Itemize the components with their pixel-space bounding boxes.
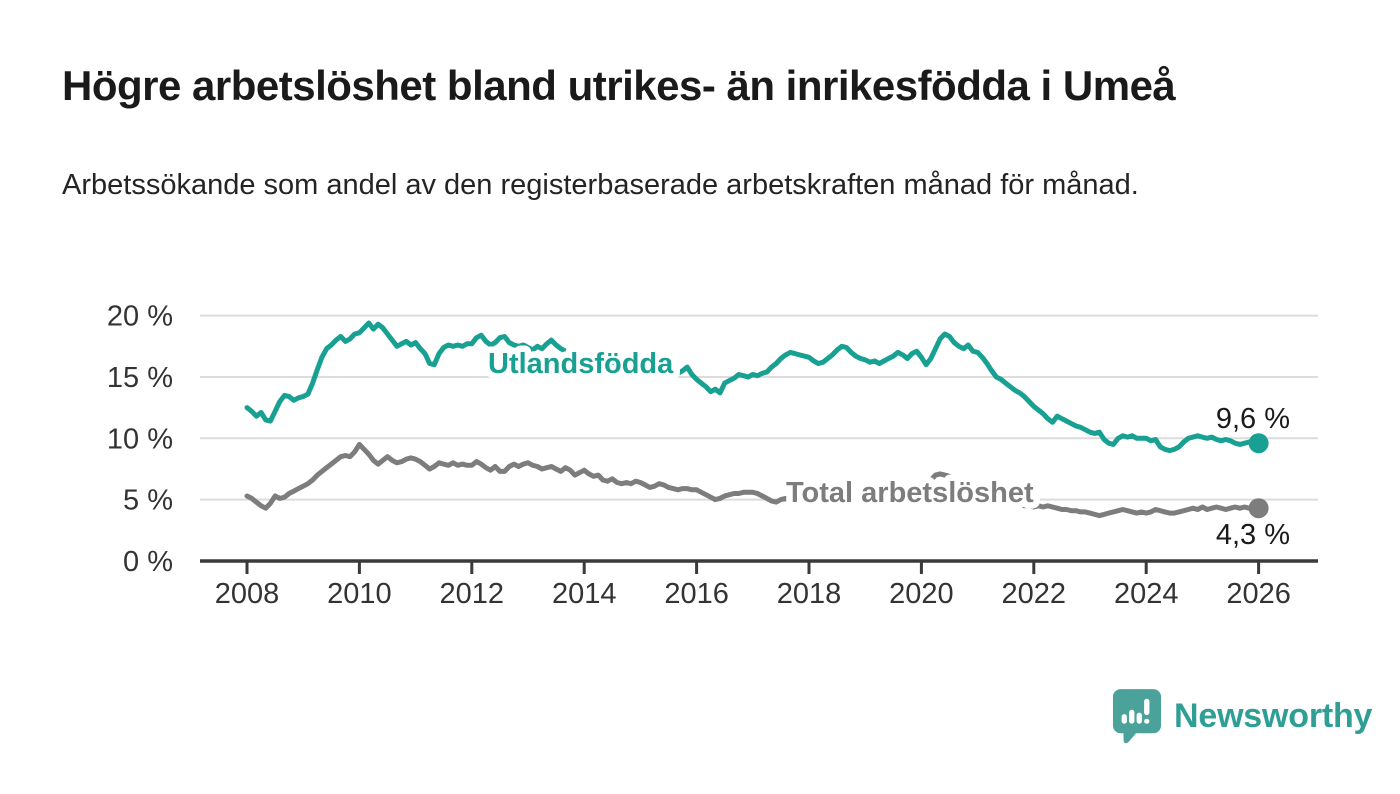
x-axis-label-2016: 2016	[664, 578, 729, 610]
end-dot-total	[1248, 498, 1269, 519]
y-axis-label-0: 0 %	[123, 546, 173, 578]
y-axis-label-20: 20 %	[107, 301, 173, 333]
x-axis-label-2008: 2008	[215, 578, 280, 610]
y-axis-label-5: 5 %	[123, 485, 173, 517]
x-axis-label-2024: 2024	[1114, 578, 1179, 610]
x-axis-label-2014: 2014	[552, 578, 617, 610]
y-axis-label-15: 15 %	[107, 362, 173, 394]
y-axis-label-10: 10 %	[107, 423, 173, 455]
series-label-utlandsfodda: Utlandsfödda	[488, 348, 674, 380]
series-line-total	[244, 441, 1262, 519]
series-line-utlandsfodda	[244, 320, 1262, 454]
chart-title: Högre arbetslöshet bland utrikes- än inr…	[62, 62, 1176, 109]
x-axis-label-2010: 2010	[327, 578, 392, 610]
x-axis-label-2018: 2018	[777, 578, 842, 610]
brand-name: Newsworthy	[1174, 696, 1373, 735]
end-value-label-utlandsfodda: 9,6 %	[1216, 403, 1290, 435]
x-axis-label-2022: 2022	[1002, 578, 1067, 610]
end-value-label-total: 4,3 %	[1216, 519, 1290, 551]
end-dot-utlandsfodda	[1248, 433, 1269, 454]
chart-subtitle: Arbetssökande som andel av den registerb…	[62, 169, 1139, 201]
newsworthy-logo-icon	[1112, 689, 1162, 744]
series-label-total: Total arbetslöshet	[786, 477, 1034, 509]
brand-footer: Newsworthy	[1112, 688, 1372, 744]
x-axis-label-2020: 2020	[889, 578, 954, 610]
x-axis-label-2026: 2026	[1226, 578, 1291, 610]
x-axis-label-2012: 2012	[440, 578, 505, 610]
